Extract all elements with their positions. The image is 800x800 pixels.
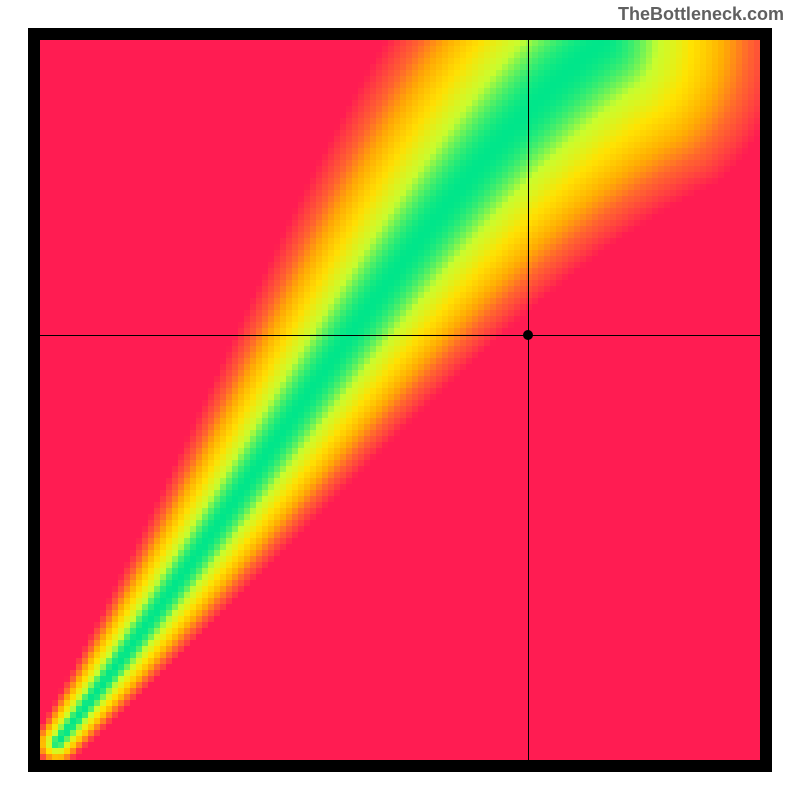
plot-area <box>28 28 772 772</box>
chart-container: TheBottleneck.com <box>0 0 800 800</box>
crosshair-horizontal <box>40 335 760 336</box>
attribution-text: TheBottleneck.com <box>618 4 784 25</box>
marker-dot <box>523 330 533 340</box>
heatmap-canvas <box>40 40 760 760</box>
crosshair-vertical <box>528 40 529 760</box>
